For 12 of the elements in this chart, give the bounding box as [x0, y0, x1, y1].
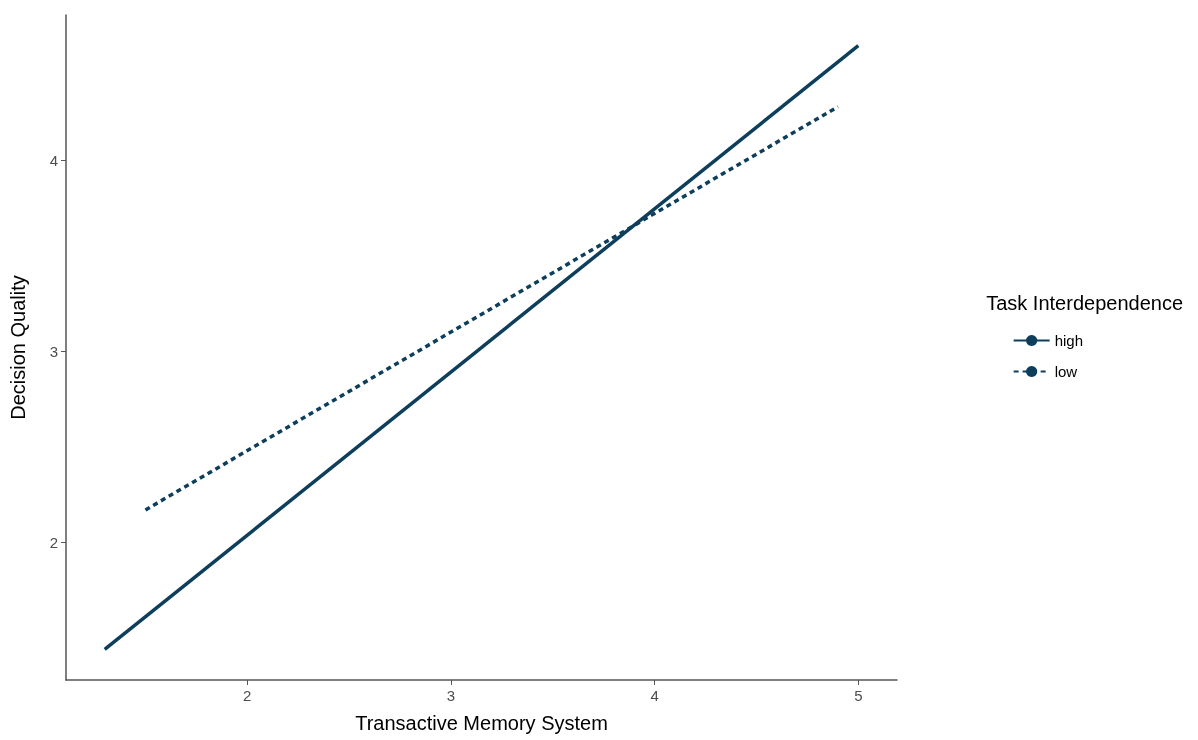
y-tick-label: 2 — [49, 533, 58, 551]
y-tick-label: 4 — [49, 151, 58, 169]
y-axis-title: Decision Quality — [7, 275, 29, 420]
x-tick-label: 2 — [243, 687, 252, 704]
x-tick-label: 5 — [854, 687, 863, 704]
legend-label: low — [1054, 363, 1078, 380]
x-axis-title: Transactive Memory System — [355, 712, 608, 734]
legend-title: Task Interdependence — [986, 292, 1184, 314]
x-tick-label: 3 — [446, 687, 456, 704]
y-tick-label: 3 — [49, 342, 58, 360]
x-tick-label: 4 — [650, 687, 659, 704]
legend-label: high — [1054, 332, 1083, 349]
